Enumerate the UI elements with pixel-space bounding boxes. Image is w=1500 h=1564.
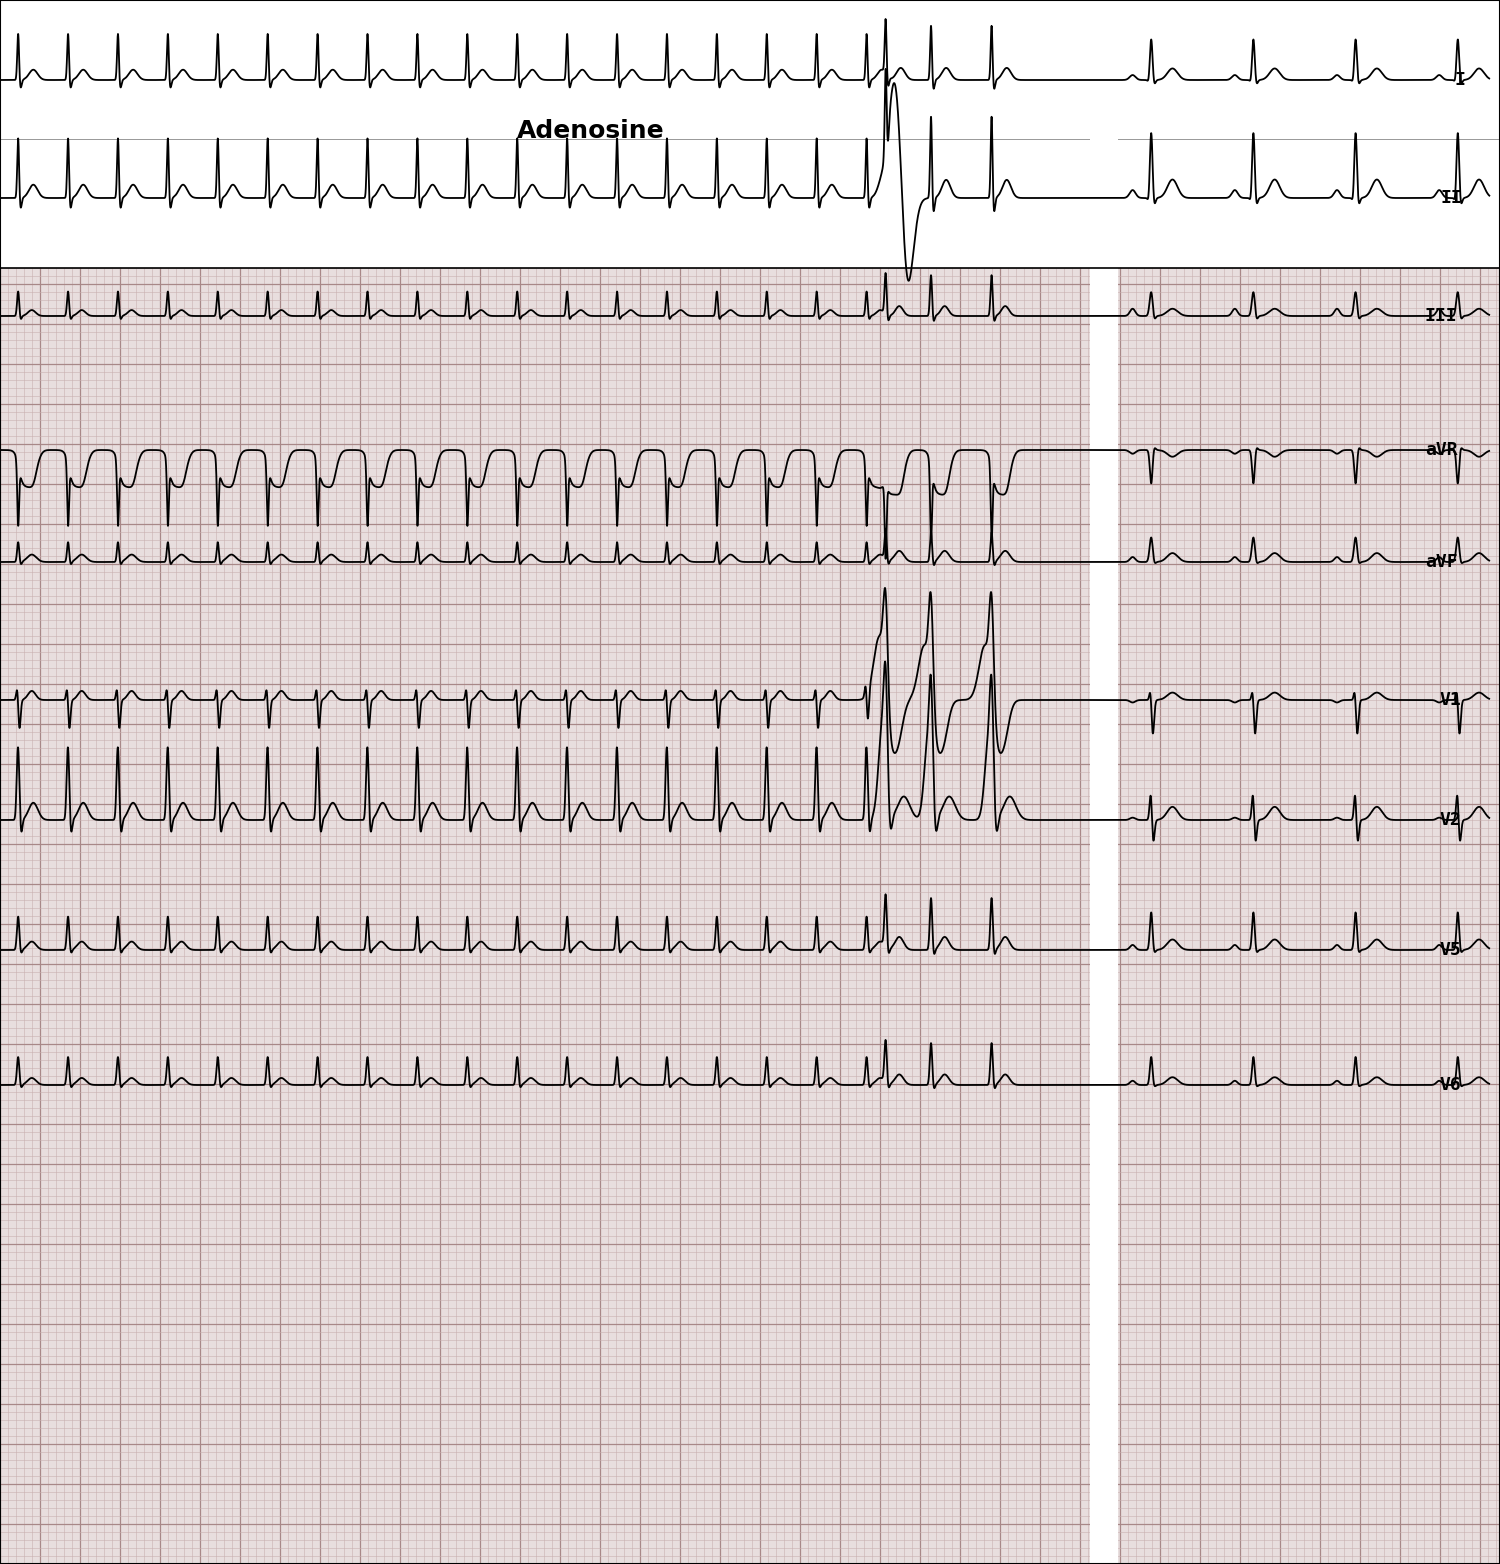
Text: V1: V1 — [1440, 691, 1461, 708]
Text: V6: V6 — [1440, 1076, 1461, 1093]
Bar — [1090, 0, 1118, 1564]
Text: aVR: aVR — [1425, 441, 1458, 458]
Text: I: I — [1455, 70, 1466, 89]
Text: III: III — [1425, 307, 1458, 325]
Text: II: II — [1440, 189, 1461, 206]
Bar — [0, 267, 1500, 1564]
Text: Adenosine: Adenosine — [516, 119, 664, 142]
Text: V2: V2 — [1440, 812, 1461, 829]
Bar — [0, 0, 1500, 267]
Text: aVF: aVF — [1425, 554, 1458, 571]
Text: V5: V5 — [1440, 942, 1461, 959]
